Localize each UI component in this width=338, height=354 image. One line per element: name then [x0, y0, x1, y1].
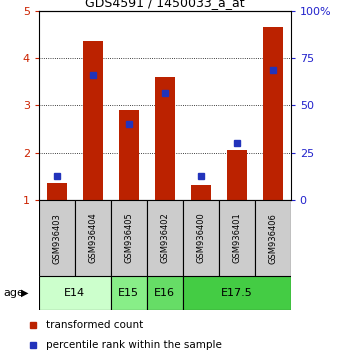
Text: GSM936405: GSM936405: [124, 213, 133, 263]
Text: E16: E16: [154, 288, 175, 298]
Text: E17.5: E17.5: [221, 288, 252, 298]
Bar: [219, 200, 255, 276]
Text: GSM936406: GSM936406: [268, 213, 277, 263]
Bar: [119, 110, 139, 200]
Bar: [155, 77, 175, 200]
Bar: [227, 150, 247, 200]
Bar: [39, 276, 111, 310]
Text: GSM936401: GSM936401: [232, 213, 241, 263]
Bar: [191, 185, 211, 200]
Text: age: age: [3, 288, 24, 298]
Text: E14: E14: [64, 288, 86, 298]
Bar: [111, 200, 147, 276]
Text: ▶: ▶: [21, 288, 29, 298]
Bar: [75, 200, 111, 276]
Text: GSM936404: GSM936404: [88, 213, 97, 263]
Text: GSM936403: GSM936403: [52, 213, 62, 263]
Bar: [39, 200, 75, 276]
Text: GSM936400: GSM936400: [196, 213, 205, 263]
Title: GDS4591 / 1450033_a_at: GDS4591 / 1450033_a_at: [85, 0, 245, 10]
Bar: [147, 200, 183, 276]
Bar: [47, 183, 67, 200]
Text: transformed count: transformed count: [46, 320, 143, 330]
Bar: [183, 276, 291, 310]
Bar: [183, 200, 219, 276]
Text: GSM936402: GSM936402: [160, 213, 169, 263]
Bar: [255, 200, 291, 276]
Text: percentile rank within the sample: percentile rank within the sample: [46, 340, 222, 350]
Bar: [111, 276, 147, 310]
Bar: [263, 27, 283, 200]
Bar: [83, 41, 103, 200]
Bar: [147, 276, 183, 310]
Text: E15: E15: [118, 288, 139, 298]
